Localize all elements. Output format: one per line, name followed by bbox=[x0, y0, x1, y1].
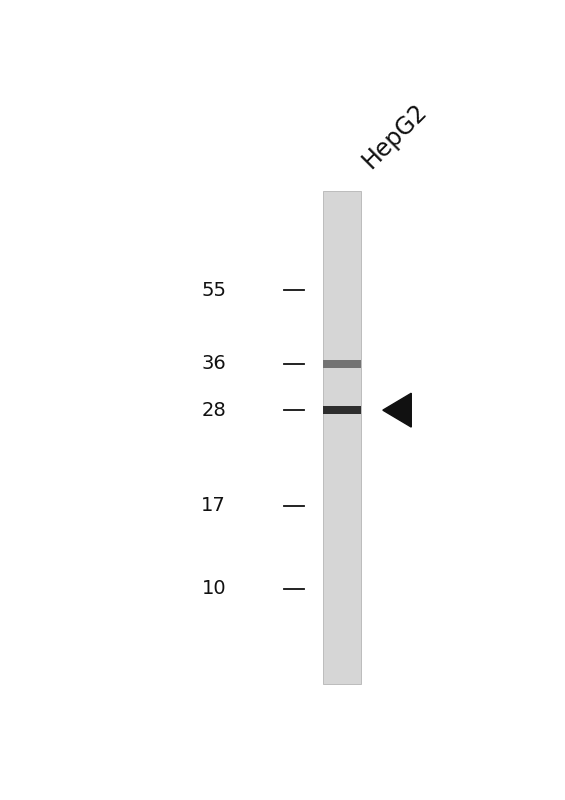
Text: 28: 28 bbox=[201, 401, 226, 420]
Text: 17: 17 bbox=[201, 496, 226, 515]
Text: HepG2: HepG2 bbox=[358, 99, 432, 173]
Bar bbox=[324, 360, 360, 368]
Text: 10: 10 bbox=[202, 579, 226, 598]
Polygon shape bbox=[383, 394, 411, 427]
Text: 36: 36 bbox=[201, 354, 226, 374]
Bar bbox=[324, 406, 360, 414]
Bar bbox=[324, 191, 360, 684]
Text: 55: 55 bbox=[201, 281, 226, 299]
